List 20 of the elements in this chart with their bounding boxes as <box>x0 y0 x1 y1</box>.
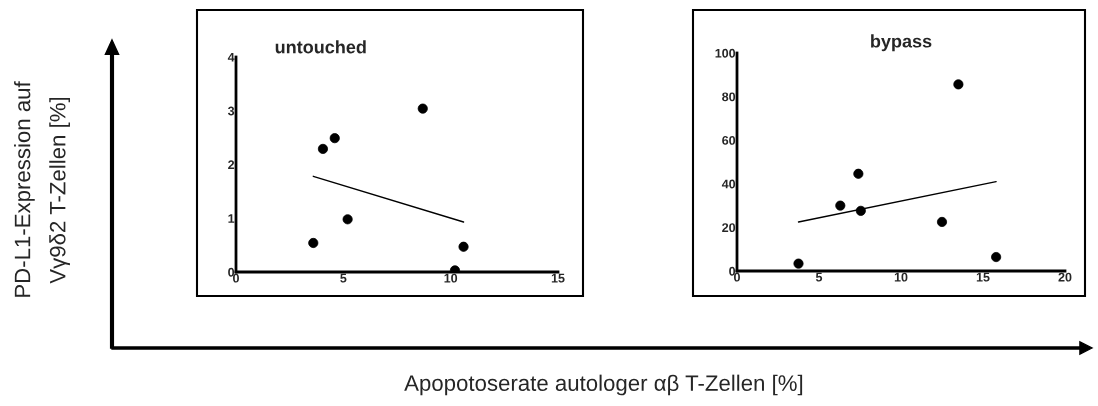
y-axis-title: PD-L1-Expression auf Vγ9δ2 T-Zellen [%] <box>14 81 70 297</box>
y-tick-label: 2 <box>228 160 235 170</box>
y-tick-label: 4 <box>227 52 235 62</box>
y-tick-label: 60 <box>722 136 736 145</box>
y-tick-label: 40 <box>721 179 736 189</box>
y-tick-label: 1 <box>228 214 235 223</box>
chart-title: untouched <box>275 40 366 54</box>
y-tick-label: 3 <box>227 106 235 116</box>
x-tick-label: 20 <box>1058 272 1072 282</box>
x-tick-label: 5 <box>340 273 347 283</box>
y-tick-label: 100 <box>715 48 736 58</box>
x-tick-label: 5 <box>815 272 823 282</box>
x-tick-label: 10 <box>894 272 908 282</box>
y-tick-label: 20 <box>722 223 736 233</box>
x-axis-title: Apopotoserate autologer αβ T-Zellen [%] <box>404 374 803 396</box>
x-tick-label: 10 <box>444 273 458 283</box>
x-tick-label: 15 <box>551 273 565 283</box>
y-tick-label: 80 <box>722 92 736 102</box>
x-tick-label: 15 <box>976 272 990 282</box>
chart-title: bypass <box>871 34 932 52</box>
